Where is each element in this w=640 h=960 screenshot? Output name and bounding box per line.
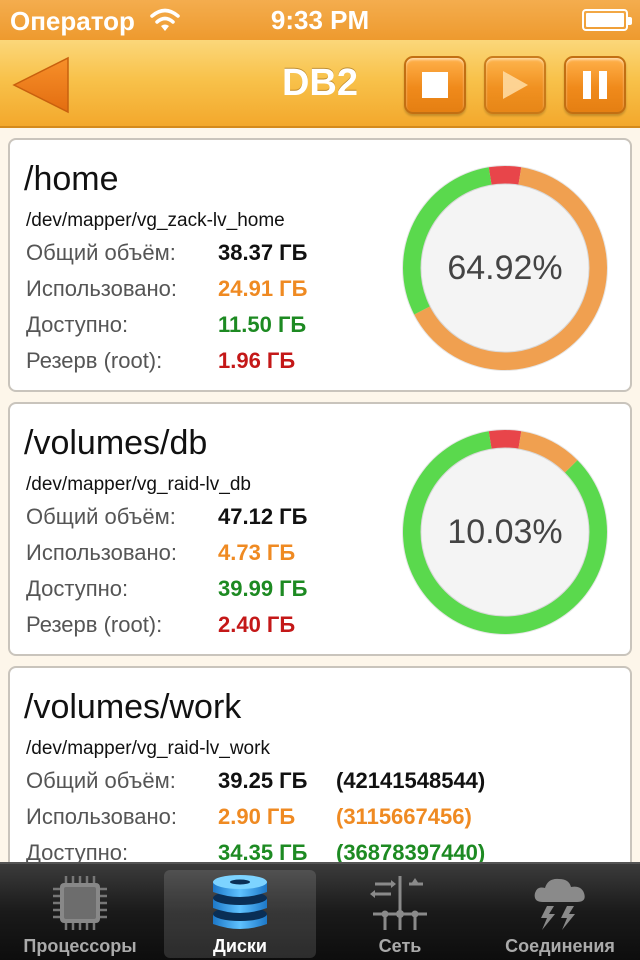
gauge-center <box>420 447 590 617</box>
usage-gauge: 64.92% <box>400 163 610 373</box>
gauge-reserve-segment <box>488 430 522 450</box>
network-sliders-icon <box>324 874 476 932</box>
used-label: Использовано: <box>26 540 178 565</box>
stop-icon <box>422 72 448 98</box>
available-label: Доступно: <box>26 576 129 601</box>
status-time: 9:33 PM <box>270 5 370 35</box>
play-icon <box>503 71 528 99</box>
available-bytes: (36878397440) <box>336 840 486 862</box>
used-label: Использовано: <box>26 276 178 301</box>
gauge-reserve-segment <box>488 166 522 186</box>
used-label: Использовано: <box>26 804 178 829</box>
disk-card: /home /dev/mapper/vg_zack-lv_home Общий … <box>8 138 632 392</box>
gauge-free-segment <box>403 167 492 315</box>
page-title: DB2 <box>281 62 359 104</box>
total-value: 47.12 ГБ <box>218 504 308 529</box>
device-path: /dev/mapper/vg_raid-lv_db <box>26 474 251 495</box>
tab-label: Диски <box>213 936 267 956</box>
gauge-used-segment <box>518 431 578 473</box>
disk-stack-icon <box>164 874 316 932</box>
device-path: /dev/mapper/vg_raid-lv_work <box>26 738 270 759</box>
total-label: Общий объём: <box>26 240 176 265</box>
disk-card: /volumes/work /dev/mapper/vg_raid-lv_wor… <box>8 666 632 862</box>
mount-point: /volumes/db <box>24 424 208 462</box>
cloud-lightning-icon <box>484 874 636 932</box>
battery-icon <box>582 9 632 31</box>
reserve-value: 2.40 ГБ <box>218 612 296 637</box>
tab-label: Сеть <box>378 936 422 956</box>
reserve-label: Резерв (root): <box>26 348 163 373</box>
usage-percent: 64.92% <box>447 248 563 287</box>
total-bytes: (42141548544) <box>336 768 486 793</box>
total-value: 39.25 ГБ <box>218 768 308 793</box>
back-button[interactable] <box>10 54 72 116</box>
available-label: Доступно: <box>26 840 129 862</box>
cpu-chip-icon <box>4 874 156 932</box>
used-bytes: (3115667456) <box>336 804 472 829</box>
total-label: Общий объём: <box>26 768 176 793</box>
wifi-icon <box>148 4 182 41</box>
stop-button[interactable] <box>404 56 466 114</box>
used-value: 2.90 ГБ <box>218 804 296 829</box>
available-value: 39.99 ГБ <box>218 576 308 601</box>
device-path: /dev/mapper/vg_zack-lv_home <box>26 210 285 231</box>
tab-connections[interactable]: Соединения <box>484 870 636 958</box>
play-button[interactable] <box>484 56 546 114</box>
tab-label: Процессоры <box>23 936 137 956</box>
reserve-label: Резерв (root): <box>26 612 163 637</box>
used-value: 4.73 ГБ <box>218 540 296 565</box>
status-bar: Оператор 9:33 PM <box>0 0 640 40</box>
mount-point: /volumes/work <box>24 688 242 726</box>
navigation-bar: DB2 <box>0 40 640 128</box>
back-arrow-icon <box>12 56 69 114</box>
available-value: 11.50 ГБ <box>218 312 307 337</box>
tab-processors[interactable]: Процессоры <box>4 870 156 958</box>
available-label: Доступно: <box>26 312 129 337</box>
tab-network[interactable]: Сеть <box>324 870 476 958</box>
tab-disks[interactable]: Диски <box>164 870 316 958</box>
tab-label: Соединения <box>505 936 615 956</box>
available-value: 34.35 ГБ <box>218 840 308 862</box>
total-label: Общий объём: <box>26 504 176 529</box>
carrier-name: Оператор <box>10 6 135 36</box>
usage-percent: 10.03% <box>447 512 563 551</box>
pause-icon <box>583 71 607 99</box>
pause-button[interactable] <box>564 56 626 114</box>
disk-list[interactable]: /home /dev/mapper/vg_zack-lv_home Общий … <box>0 130 640 862</box>
used-value: 24.91 ГБ <box>218 276 308 301</box>
disk-card: /volumes/db /dev/mapper/vg_raid-lv_db Об… <box>8 402 632 656</box>
gauge-center <box>420 183 590 353</box>
total-value: 38.37 ГБ <box>218 240 308 265</box>
mount-point: /home <box>24 160 119 198</box>
reserve-value: 1.96 ГБ <box>218 348 296 373</box>
tab-bar: Процессоры Диски <box>0 862 640 960</box>
usage-gauge: 10.03% <box>400 427 610 637</box>
